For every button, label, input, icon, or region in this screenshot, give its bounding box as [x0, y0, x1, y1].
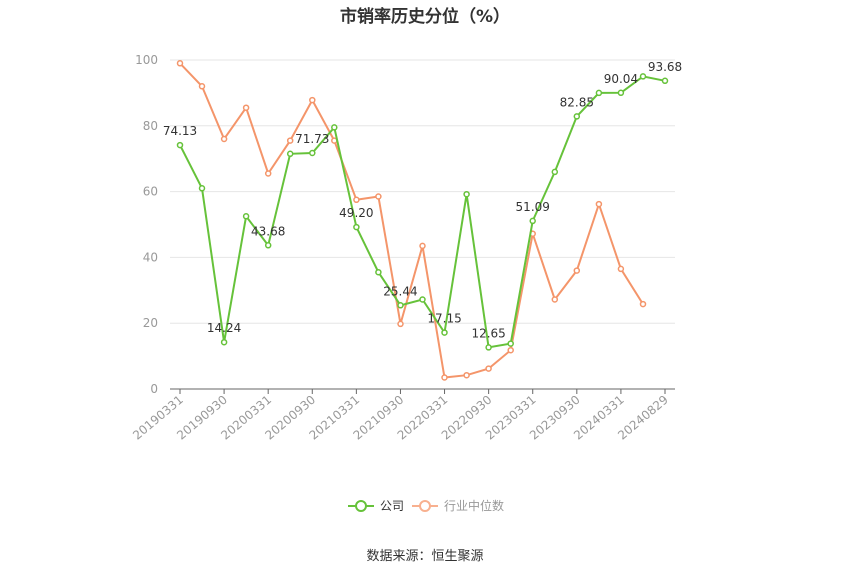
company-point	[617, 89, 625, 97]
industry-median-point	[176, 60, 184, 67]
company-point	[397, 302, 404, 309]
y-tick-label: 0	[150, 382, 158, 396]
company-point	[529, 217, 536, 225]
company-data-label: 93.68	[648, 60, 682, 74]
company-point	[264, 242, 272, 249]
company-point	[595, 89, 603, 97]
industry-median-point	[441, 374, 448, 381]
company-point	[353, 223, 360, 231]
company-point	[639, 73, 647, 80]
series-lines	[176, 60, 669, 381]
industry-median-point	[220, 135, 228, 143]
company-data-label: 49.20	[339, 206, 373, 220]
legend-item-company[interactable]: 公司	[348, 497, 404, 514]
industry-median-line	[179, 62, 644, 379]
company-point	[198, 185, 206, 192]
industry-median-point	[639, 300, 647, 308]
company-point	[507, 340, 514, 347]
y-tick-label: 20	[143, 316, 158, 330]
industry-median-point	[551, 296, 559, 303]
industry-median-point	[617, 265, 625, 273]
company-point	[463, 190, 470, 198]
industry-median-point	[264, 170, 272, 177]
company-point	[286, 150, 294, 158]
y-tick-label: 80	[143, 119, 158, 133]
company-point	[331, 124, 338, 131]
industry-median-point	[507, 346, 514, 354]
company-point	[661, 77, 669, 85]
y-tick-label: 60	[143, 185, 158, 199]
company-point	[375, 268, 382, 276]
legend-company-icon	[348, 499, 374, 512]
company-data-label: 12.65	[471, 326, 505, 340]
industry-median-point	[573, 267, 581, 274]
source-note: 数据来源：恒生聚源	[366, 549, 484, 564]
company-data-label: 43.68	[251, 224, 285, 238]
company-point	[220, 338, 228, 346]
company-point	[176, 141, 184, 149]
company-point	[551, 168, 559, 176]
industry-median-point	[485, 365, 492, 372]
company-data-label: 25.44	[383, 284, 417, 298]
company-data-label: 51.09	[516, 200, 550, 214]
industry-median-point	[309, 96, 316, 104]
legend-industry-median-icon	[412, 499, 438, 512]
industry-median-point	[397, 320, 404, 328]
line-chart: 0204060801002019033120190930202003312020…	[130, 53, 682, 443]
industry-median-point	[286, 137, 294, 144]
chart-title: 市销率历史分位（%）	[339, 7, 511, 27]
industry-median-point	[463, 371, 470, 379]
company-point	[485, 344, 492, 351]
data-labels: 74.13 14.24 43.68 71.73 49.20 25.44 17.15 12.65…	[163, 60, 682, 341]
company-point	[419, 296, 426, 303]
company-data-label: 74.13	[163, 124, 197, 138]
company-data-label: 17.15	[427, 312, 461, 326]
industry-median-point	[595, 200, 603, 208]
legend-item-industry-median[interactable]: 行业中位数	[412, 497, 504, 514]
company-data-label: 14.24	[207, 321, 241, 335]
company-point	[309, 149, 316, 157]
industry-median-point	[419, 242, 426, 250]
legend-label-industry-median: 行业中位数	[444, 499, 505, 513]
industry-median-point	[353, 196, 360, 204]
company-point	[573, 113, 581, 120]
industry-median-point	[375, 193, 382, 200]
grid-lines	[170, 59, 675, 324]
company-data-label: 82.85	[560, 95, 594, 109]
company-data-label: 71.73	[295, 132, 329, 146]
company-line	[179, 75, 666, 349]
legend-label-company: 公司	[380, 499, 405, 513]
company-data-label: 90.04	[604, 72, 638, 86]
company-point	[242, 213, 250, 220]
industry-median-point	[198, 83, 206, 90]
y-tick-label: 100	[135, 53, 158, 67]
industry-median-point	[242, 104, 250, 111]
y-tick-label: 40	[143, 250, 158, 264]
company-point	[441, 329, 448, 336]
